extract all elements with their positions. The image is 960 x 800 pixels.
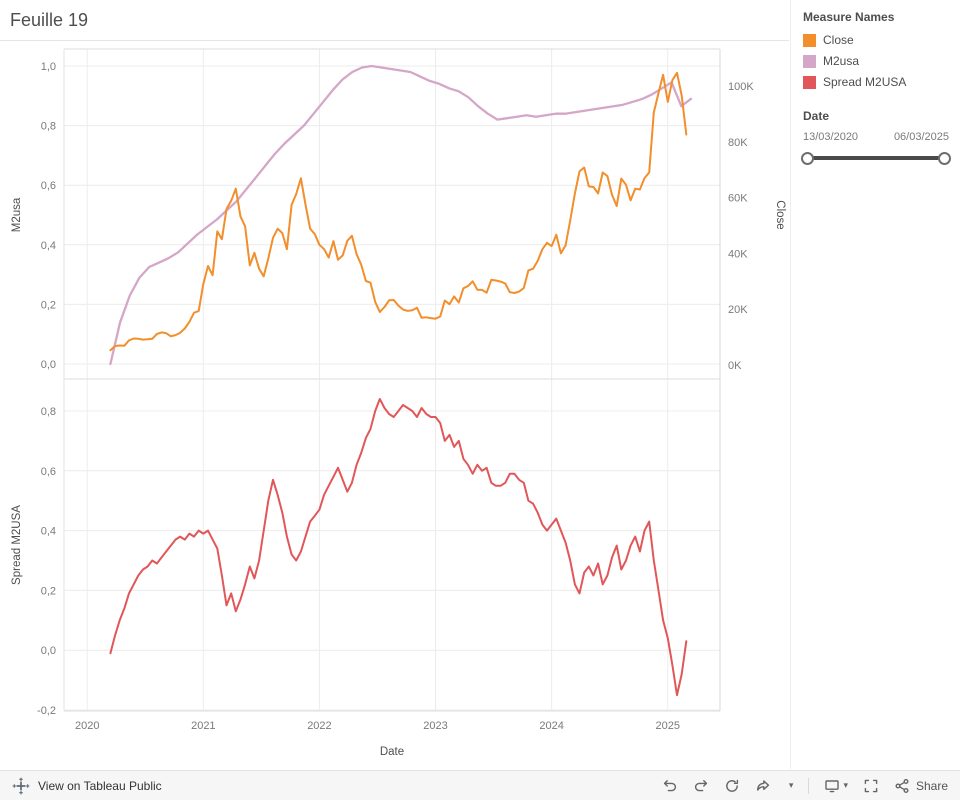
svg-text:2024: 2024: [539, 720, 563, 732]
tableau-public-toolbar: View on Tableau Public ▾ ▾: [0, 770, 960, 800]
device-preview-caret-icon: ▾: [843, 780, 848, 790]
undo-icon[interactable]: [662, 778, 678, 794]
svg-text:1,0: 1,0: [41, 61, 56, 73]
share-icon: [894, 778, 910, 794]
svg-text:0,0: 0,0: [41, 645, 56, 657]
spread-m2usa-color-swatch: [803, 75, 816, 89]
svg-text:Date: Date: [380, 746, 404, 758]
legend-item-m2usa[interactable]: M2usa: [803, 54, 960, 68]
svg-text:0,6: 0,6: [41, 180, 56, 192]
svg-text:-0,2: -0,2: [37, 705, 56, 717]
svg-text:0,8: 0,8: [41, 406, 56, 418]
svg-text:Spread M2USA: Spread M2USA: [11, 505, 23, 585]
svg-text:0,0: 0,0: [41, 359, 56, 371]
legend-item-label: Close: [823, 33, 854, 47]
slider-handle-start[interactable]: [801, 151, 814, 165]
revert-icon[interactable]: [724, 778, 740, 794]
legend-item-close[interactable]: Close: [803, 33, 960, 47]
svg-text:80K: 80K: [728, 137, 748, 149]
date-range-end: 06/03/2025: [893, 131, 949, 143]
svg-text:0,6: 0,6: [41, 466, 56, 478]
svg-text:2021: 2021: [191, 720, 215, 732]
share-label: Share: [915, 778, 948, 793]
slider-handle-end[interactable]: [938, 151, 951, 165]
svg-text:2023: 2023: [423, 720, 447, 732]
date-range-labels: 13/03/2020 06/03/2025: [803, 131, 949, 143]
legend-item-spread-m2usa[interactable]: Spread M2USA: [803, 75, 960, 89]
close-color-swatch: [803, 33, 816, 47]
dual-panel-line-chart[interactable]: 0,0 0,2 0,4 0,6 0,8 1,0 0K 20K 40K 60K 80K 100K -0,2…: [0, 41, 790, 768]
toolbar-dropdown-caret-icon[interactable]: ▾: [788, 780, 794, 790]
legend-item-label: Spread M2USA: [823, 75, 907, 89]
svg-text:M2usa: M2usa: [11, 197, 23, 232]
svg-text:0,4: 0,4: [41, 240, 56, 252]
sheet-title: Feuille 19: [10, 10, 89, 30]
svg-text:60K: 60K: [728, 193, 748, 205]
forward-icon[interactable]: [755, 778, 771, 794]
svg-text:Close: Close: [774, 200, 786, 229]
svg-text:0,2: 0,2: [41, 585, 56, 597]
fullscreen-icon[interactable]: [863, 778, 879, 794]
svg-text:40K: 40K: [728, 248, 748, 260]
view-on-tableau-public-link[interactable]: View on Tableau Public: [38, 778, 162, 793]
legend-title: Measure Names: [803, 10, 895, 24]
svg-text:0,2: 0,2: [41, 299, 56, 311]
svg-text:2025: 2025: [656, 720, 680, 732]
date-filter-title: Date: [803, 109, 830, 123]
toolbar-separator: [808, 777, 810, 794]
slider-selected-range[interactable]: [808, 156, 944, 160]
legend-item-label: M2usa: [823, 54, 860, 68]
redo-icon[interactable]: [693, 778, 709, 794]
date-range-slider[interactable]: [801, 150, 951, 166]
svg-text:2022: 2022: [307, 720, 331, 732]
svg-text:2020: 2020: [75, 720, 99, 732]
device-preview-icon[interactable]: ▾: [824, 778, 848, 794]
svg-text:0K: 0K: [728, 360, 742, 372]
legend-panel: Measure Names Close M2usa Spread M2USA D…: [790, 0, 960, 769]
svg-text:100K: 100K: [728, 81, 754, 93]
svg-text:20K: 20K: [728, 304, 748, 316]
sheet-title-bar: Feuille 19: [0, 0, 789, 41]
share-button[interactable]: Share: [894, 778, 948, 794]
date-range-start: 13/03/2020: [803, 131, 859, 143]
m2usa-color-swatch: [803, 54, 816, 68]
svg-text:0,4: 0,4: [41, 526, 56, 538]
svg-text:0,8: 0,8: [41, 121, 56, 133]
tableau-logo-icon: [12, 776, 30, 795]
